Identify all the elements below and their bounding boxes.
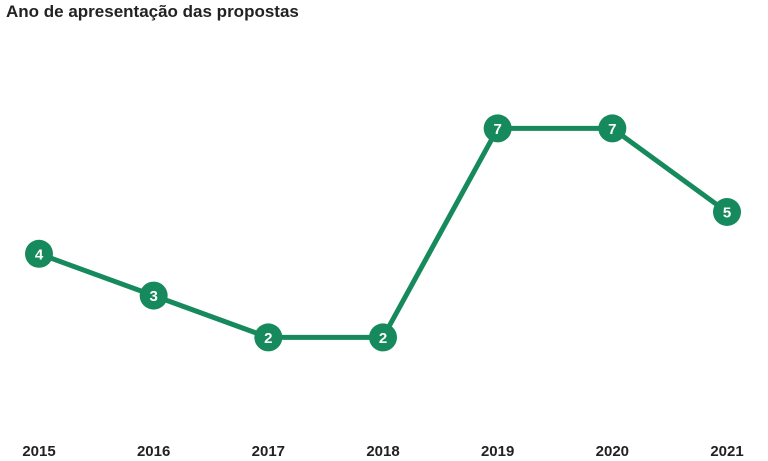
data-point-2020 [598, 114, 627, 143]
series-line [36, 125, 730, 340]
x-tick-label-2015: 2015 [22, 443, 55, 460]
data-point-2015 [25, 239, 53, 268]
data-label-2021: 5 [723, 205, 731, 222]
data-point-2018 [369, 323, 397, 352]
data-point-2021 [713, 198, 741, 226]
x-tick-label-2017: 2017 [252, 443, 285, 460]
x-tick-label-2019: 2019 [481, 443, 514, 460]
data-point-2017 [254, 323, 283, 352]
data-point-2019 [483, 114, 512, 143]
data-label-2019: 7 [493, 121, 501, 138]
data-label-2016: 3 [149, 288, 157, 305]
chart-title: Ano de apresentação das propostas [6, 2, 299, 21]
x-tick-label-2020: 2020 [596, 443, 629, 460]
data-label-2015: 4 [35, 246, 44, 263]
data-label-2017: 2 [264, 330, 272, 347]
x-tick-label-2018: 2018 [366, 443, 399, 460]
x-tick-label-2021: 2021 [710, 443, 743, 460]
data-label-2018: 2 [379, 330, 387, 347]
x-tick-label-2016: 2016 [137, 443, 170, 460]
data-point-2016 [139, 281, 168, 310]
data-label-2020: 7 [608, 121, 616, 138]
